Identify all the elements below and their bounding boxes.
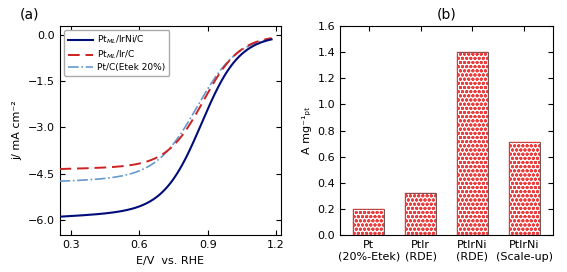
Bar [405,193,436,235]
Bar [457,52,488,235]
Y-axis label: A mg⁻¹ₚₜ: A mg⁻¹ₚₜ [302,107,312,154]
Legend: Pt$_{ML}$/IrNi/C, Pt$_{ML}$/Ir/C, Pt/C(Etek 20%): Pt$_{ML}$/IrNi/C, Pt$_{ML}$/Ir/C, Pt/C(E… [64,30,170,76]
Bar [353,209,384,235]
Bar [509,142,540,235]
Y-axis label: j/ mA cm⁻²: j/ mA cm⁻² [12,101,22,160]
Text: (b): (b) [437,8,456,22]
Bar [457,52,488,235]
Bar [405,193,436,235]
X-axis label: E/V  vs. RHE: E/V vs. RHE [136,256,204,266]
Text: (a): (a) [20,8,39,22]
Bar [509,142,540,235]
Bar [353,209,384,235]
